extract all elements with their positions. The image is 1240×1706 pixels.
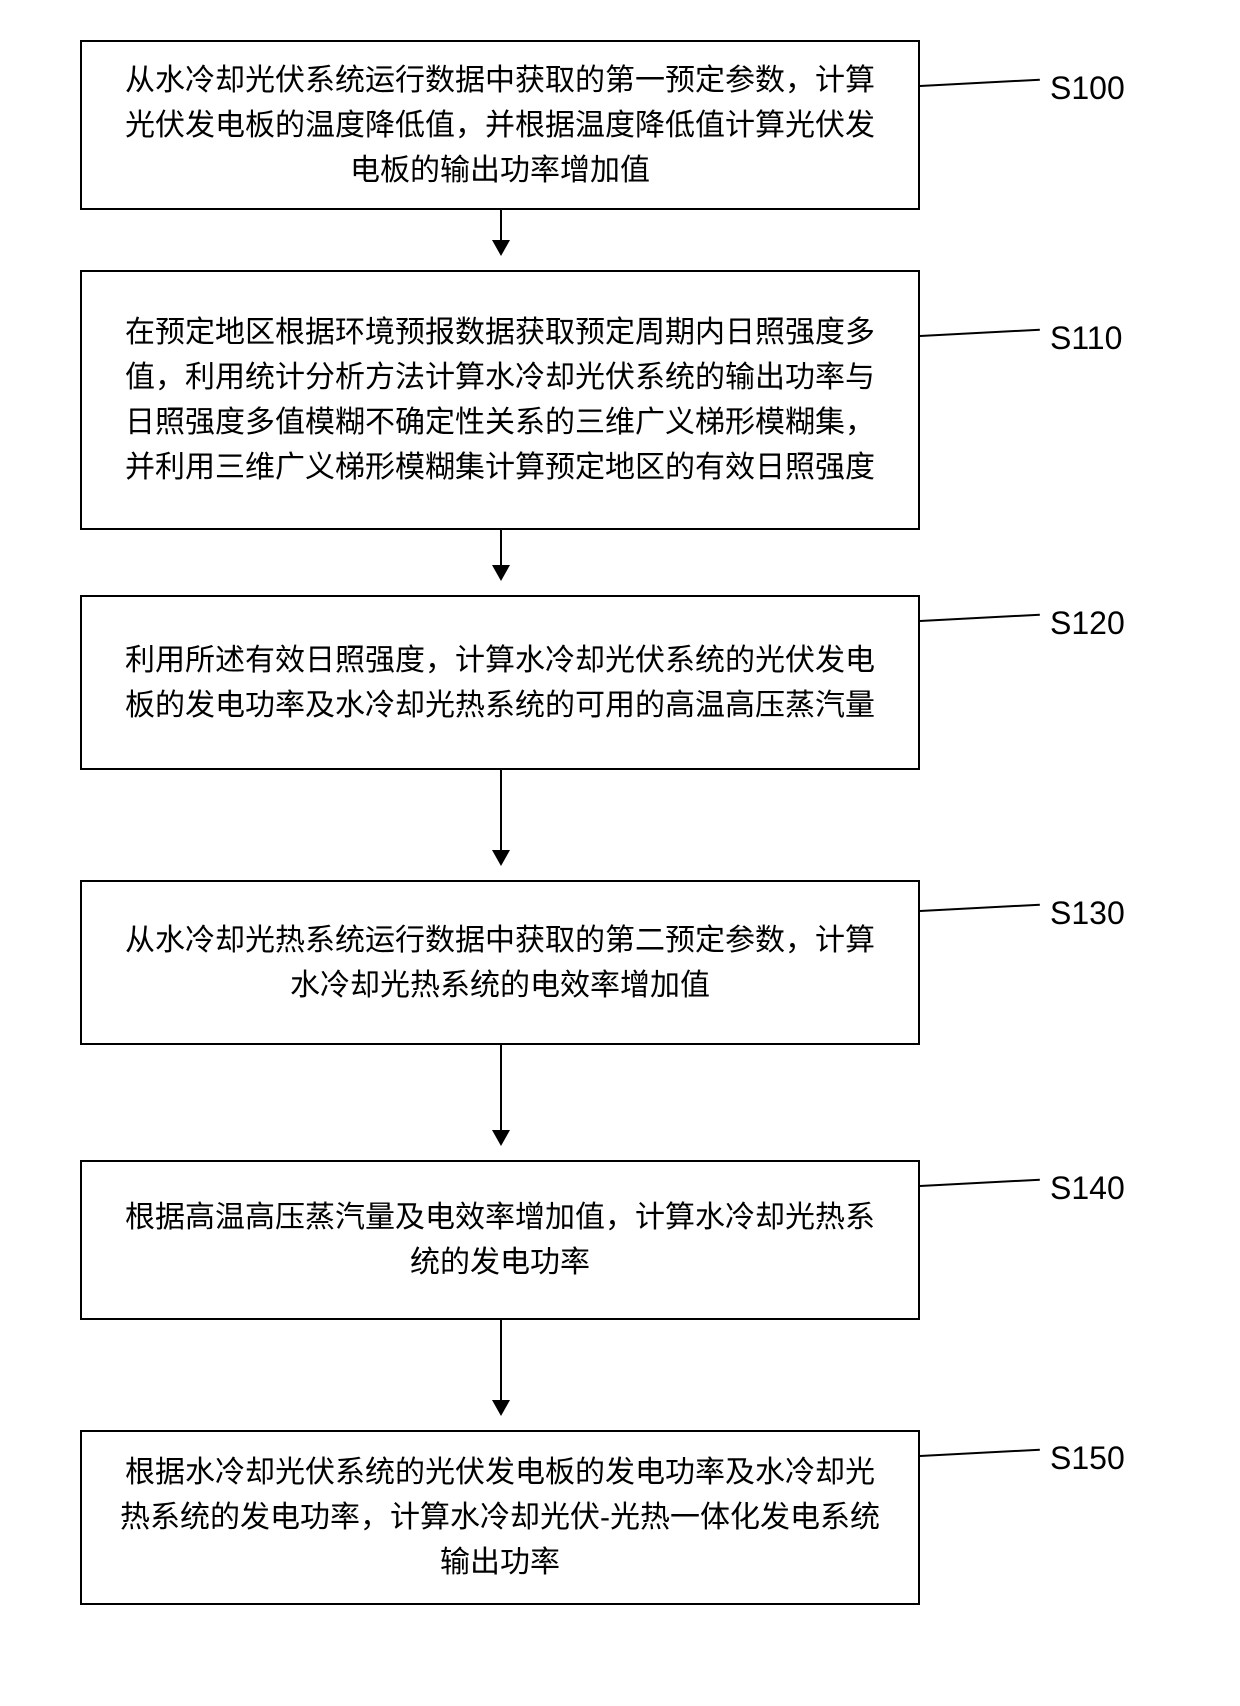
arrow-5 [500,1320,502,1414]
connector-s140 [920,1179,1040,1187]
flowchart-node-s110: 在预定地区根据环境预报数据获取预定周期内日照强度多值，利用统计分析方法计算水冷却… [80,270,920,530]
connector-s110 [920,329,1040,337]
node-text: 根据水冷却光伏系统的光伏发电板的发电功率及水冷却光热系统的发电功率，计算水冷却光… [112,1450,888,1585]
arrow-1 [500,210,502,254]
arrow-3 [500,770,502,864]
node-text: 利用所述有效日照强度，计算水冷却光伏系统的光伏发电板的发电功率及水冷却光热系统的… [112,638,888,728]
flowchart-node-s150: 根据水冷却光伏系统的光伏发电板的发电功率及水冷却光热系统的发电功率，计算水冷却光… [80,1430,920,1605]
node-text: 从水冷却光热系统运行数据中获取的第二预定参数，计算水冷却光热系统的电效率增加值 [112,918,888,1008]
flowchart-node-s120: 利用所述有效日照强度，计算水冷却光伏系统的光伏发电板的发电功率及水冷却光热系统的… [80,595,920,770]
node-text: 根据高温高压蒸汽量及电效率增加值，计算水冷却光热系统的发电功率 [112,1195,888,1285]
node-label-s120: S120 [1050,605,1125,642]
node-text: 在预定地区根据环境预报数据获取预定周期内日照强度多值，利用统计分析方法计算水冷却… [112,310,888,490]
node-label-s130: S130 [1050,895,1125,932]
flowchart-node-s100: 从水冷却光伏系统运行数据中获取的第一预定参数，计算光伏发电板的温度降低值，并根据… [80,40,920,210]
node-label-s110: S110 [1050,320,1122,357]
arrow-4 [500,1045,502,1144]
node-text: 从水冷却光伏系统运行数据中获取的第一预定参数，计算光伏发电板的温度降低值，并根据… [112,58,888,193]
node-label-s100: S100 [1050,70,1125,107]
arrow-2 [500,530,502,579]
connector-s130 [920,904,1040,912]
node-label-s140: S140 [1050,1170,1125,1207]
flowchart-node-s140: 根据高温高压蒸汽量及电效率增加值，计算水冷却光热系统的发电功率 [80,1160,920,1320]
flowchart-node-s130: 从水冷却光热系统运行数据中获取的第二预定参数，计算水冷却光热系统的电效率增加值 [80,880,920,1045]
connector-s120 [920,614,1040,622]
node-label-s150: S150 [1050,1440,1125,1477]
connector-s100 [920,79,1040,87]
connector-s150 [920,1449,1040,1457]
